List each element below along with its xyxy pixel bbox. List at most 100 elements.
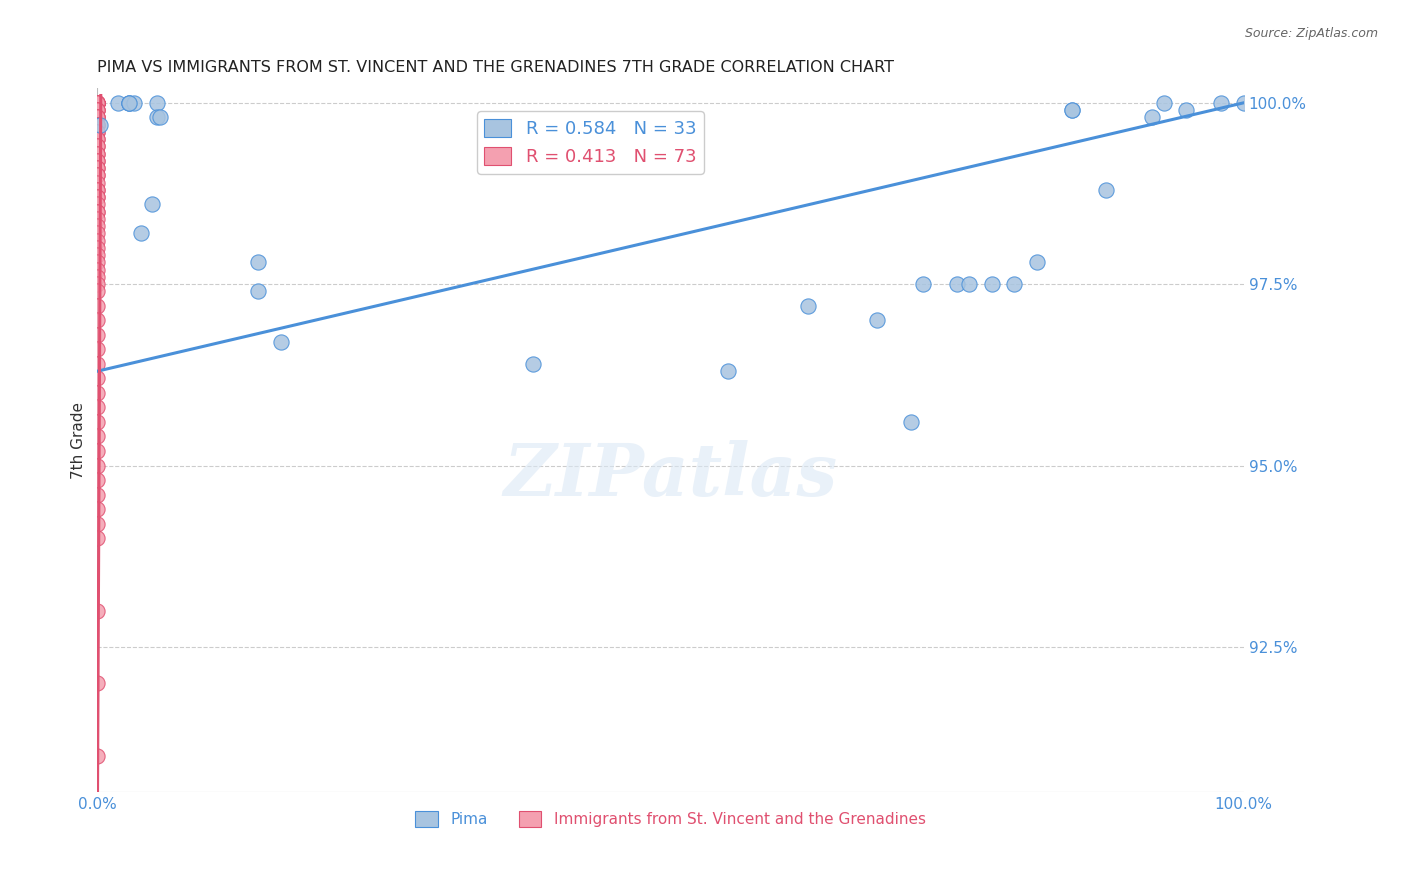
Text: PIMA VS IMMIGRANTS FROM ST. VINCENT AND THE GRENADINES 7TH GRADE CORRELATION CHA: PIMA VS IMMIGRANTS FROM ST. VINCENT AND …	[97, 60, 894, 75]
Point	[86, 125, 108, 139]
Point	[522, 357, 544, 371]
Point	[246, 255, 269, 269]
Legend: Pima, Immigrants from St. Vincent and the Grenadines: Pima, Immigrants from St. Vincent and th…	[409, 805, 932, 834]
Point	[86, 748, 108, 763]
Point	[86, 183, 108, 197]
Point	[86, 531, 108, 545]
Point	[1153, 95, 1175, 110]
Point	[957, 277, 980, 292]
Point	[1209, 95, 1232, 110]
Point	[86, 95, 108, 110]
Point	[86, 95, 108, 110]
Point	[86, 110, 108, 124]
Point	[86, 146, 108, 161]
Text: Source: ZipAtlas.com: Source: ZipAtlas.com	[1244, 27, 1378, 40]
Point	[86, 183, 108, 197]
Point	[246, 285, 269, 299]
Point	[1233, 95, 1256, 110]
Point	[86, 161, 108, 175]
Point	[1175, 103, 1198, 117]
Point	[118, 95, 141, 110]
Point	[86, 248, 108, 262]
Point	[86, 110, 108, 124]
Point	[86, 234, 108, 248]
Point	[86, 110, 108, 124]
Point	[86, 95, 108, 110]
Point	[86, 444, 108, 458]
Point	[86, 822, 108, 836]
Point	[86, 190, 108, 204]
Point	[1026, 255, 1049, 269]
Point	[911, 277, 934, 292]
Point	[107, 95, 129, 110]
Point	[86, 103, 108, 117]
Point	[86, 241, 108, 255]
Point	[86, 299, 108, 313]
Point	[86, 676, 108, 690]
Point	[86, 190, 108, 204]
Point	[86, 285, 108, 299]
Point	[86, 95, 108, 110]
Point	[118, 95, 141, 110]
Point	[86, 269, 108, 284]
Point	[86, 371, 108, 385]
Point	[86, 146, 108, 161]
Point	[86, 429, 108, 443]
Point	[86, 262, 108, 277]
Point	[86, 473, 108, 487]
Point	[86, 197, 108, 211]
Point	[86, 401, 108, 415]
Point	[146, 95, 169, 110]
Point	[86, 357, 108, 371]
Point	[86, 153, 108, 168]
Point	[86, 255, 108, 269]
Point	[86, 176, 108, 190]
Text: ZIPatlas: ZIPatlas	[503, 440, 838, 511]
Point	[86, 103, 108, 117]
Point	[86, 118, 108, 132]
Point	[86, 458, 108, 473]
Point	[86, 95, 108, 110]
Point	[86, 161, 108, 175]
Point	[86, 415, 108, 429]
Point	[89, 118, 111, 132]
Point	[86, 132, 108, 146]
Point	[86, 211, 108, 226]
Point	[1004, 277, 1026, 292]
Point	[86, 516, 108, 531]
Point	[86, 125, 108, 139]
Point	[86, 132, 108, 146]
Point	[86, 604, 108, 618]
Point	[86, 219, 108, 233]
Point	[86, 343, 108, 357]
Point	[86, 386, 108, 401]
Point	[717, 364, 740, 378]
Point	[946, 277, 969, 292]
Point	[1140, 110, 1163, 124]
Point	[86, 169, 108, 183]
Point	[86, 139, 108, 153]
Point	[1060, 103, 1083, 117]
Point	[86, 204, 108, 219]
Point	[129, 227, 152, 241]
Point	[86, 313, 108, 327]
Point	[980, 277, 1002, 292]
Point	[86, 95, 108, 110]
Point	[797, 299, 820, 313]
Point	[866, 313, 889, 327]
Point	[86, 118, 108, 132]
Point	[86, 327, 108, 342]
Point	[86, 204, 108, 219]
Point	[86, 502, 108, 516]
Point	[270, 335, 292, 350]
Point	[118, 95, 141, 110]
Point	[86, 277, 108, 292]
Point	[149, 110, 172, 124]
Point	[1060, 103, 1083, 117]
Point	[86, 153, 108, 168]
Point	[86, 95, 108, 110]
Point	[86, 227, 108, 241]
Point	[86, 487, 108, 501]
Point	[86, 95, 108, 110]
Point	[141, 197, 163, 211]
